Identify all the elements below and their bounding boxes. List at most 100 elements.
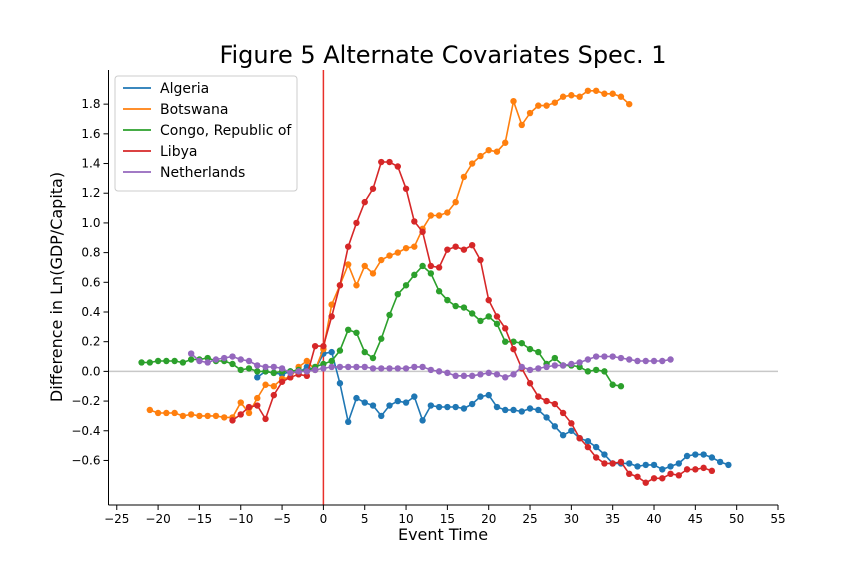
- x-tick-label: 35: [605, 512, 620, 526]
- data-point: [394, 290, 401, 298]
- data-point: [212, 356, 220, 363]
- data-point: [468, 310, 476, 317]
- data-point: [394, 249, 401, 256]
- data-point: [609, 460, 616, 467]
- data-point: [163, 357, 170, 365]
- data-point: [493, 148, 501, 155]
- data-point: [502, 139, 509, 146]
- data-point: [435, 212, 443, 219]
- data-point: [369, 402, 377, 409]
- data-point: [138, 359, 145, 366]
- chart-title: Figure 5 Alternate Covariates Spec. 1: [219, 41, 666, 69]
- data-point: [311, 366, 319, 374]
- data-point: [650, 461, 658, 469]
- data-point: [303, 368, 311, 375]
- data-point: [576, 93, 583, 100]
- series-line: [232, 161, 713, 484]
- data-point: [328, 301, 335, 308]
- data-point: [683, 466, 691, 473]
- data-point: [609, 90, 616, 97]
- x-axis-label: Event Time: [398, 525, 488, 544]
- data-point: [692, 466, 699, 473]
- data-point: [559, 93, 567, 100]
- data-point: [708, 454, 716, 461]
- data-point: [270, 383, 278, 390]
- series-botswana: [146, 87, 633, 421]
- y-tick-label: 1.8: [81, 97, 100, 111]
- data-point: [427, 212, 435, 219]
- data-point: [493, 371, 501, 378]
- data-point: [369, 185, 377, 192]
- data-point: [254, 394, 261, 402]
- data-point: [460, 246, 468, 253]
- data-point: [221, 414, 228, 421]
- data-point: [667, 356, 674, 363]
- data-point: [626, 460, 633, 467]
- data-point: [692, 451, 699, 458]
- data-point: [626, 470, 633, 478]
- data-point: [667, 470, 674, 478]
- data-point: [584, 356, 592, 363]
- data-point: [245, 403, 253, 411]
- data-point: [609, 381, 616, 388]
- data-point: [493, 313, 501, 320]
- data-point: [452, 372, 459, 380]
- data-point: [386, 158, 393, 166]
- data-point: [353, 282, 360, 289]
- data-point: [601, 451, 608, 458]
- data-point: [460, 372, 468, 380]
- data-point: [402, 244, 410, 252]
- data-point: [427, 270, 435, 277]
- data-point: [270, 391, 278, 399]
- data-point: [146, 406, 154, 414]
- data-point: [278, 365, 286, 372]
- data-point: [444, 403, 451, 411]
- data-point: [460, 405, 468, 412]
- data-point: [427, 262, 435, 270]
- x-tick-label: −25: [104, 512, 129, 526]
- data-point: [237, 411, 244, 418]
- data-point: [485, 146, 492, 154]
- data-point: [386, 365, 393, 372]
- data-point: [287, 369, 294, 377]
- x-tick-label: 30: [564, 512, 579, 526]
- data-point: [650, 475, 658, 482]
- data-point: [154, 409, 162, 417]
- data-point: [502, 406, 509, 414]
- series-layer: [138, 87, 732, 486]
- data-point: [526, 380, 534, 387]
- data-point: [411, 218, 418, 225]
- data-point: [444, 296, 451, 304]
- data-point: [344, 363, 352, 371]
- data-point: [510, 406, 517, 414]
- data-point: [526, 345, 534, 353]
- data-point: [559, 409, 567, 417]
- data-point: [245, 365, 253, 372]
- data-point: [361, 262, 368, 270]
- x-tick-label: −5: [273, 512, 291, 526]
- data-point: [460, 173, 468, 181]
- data-point: [576, 363, 583, 371]
- data-point: [353, 329, 360, 336]
- data-point: [468, 372, 476, 380]
- data-point: [535, 393, 542, 400]
- y-tick-label: 0.2: [81, 335, 100, 349]
- legend-box: [114, 75, 298, 192]
- data-point: [576, 434, 583, 442]
- data-point: [576, 359, 583, 366]
- data-point: [617, 354, 625, 362]
- y-tick-label: 0.8: [81, 246, 100, 260]
- legend-label: Algeria: [160, 81, 209, 97]
- data-point: [435, 403, 443, 411]
- data-point: [336, 347, 344, 354]
- data-point: [493, 403, 501, 411]
- data-point: [378, 335, 385, 342]
- data-point: [444, 209, 451, 216]
- data-point: [551, 400, 559, 408]
- y-tick-label: −0.2: [71, 394, 100, 408]
- legend-label: Congo, Republic of: [160, 123, 292, 139]
- data-point: [708, 467, 716, 475]
- data-point: [196, 357, 203, 365]
- data-point: [262, 363, 269, 371]
- data-point: [584, 443, 592, 451]
